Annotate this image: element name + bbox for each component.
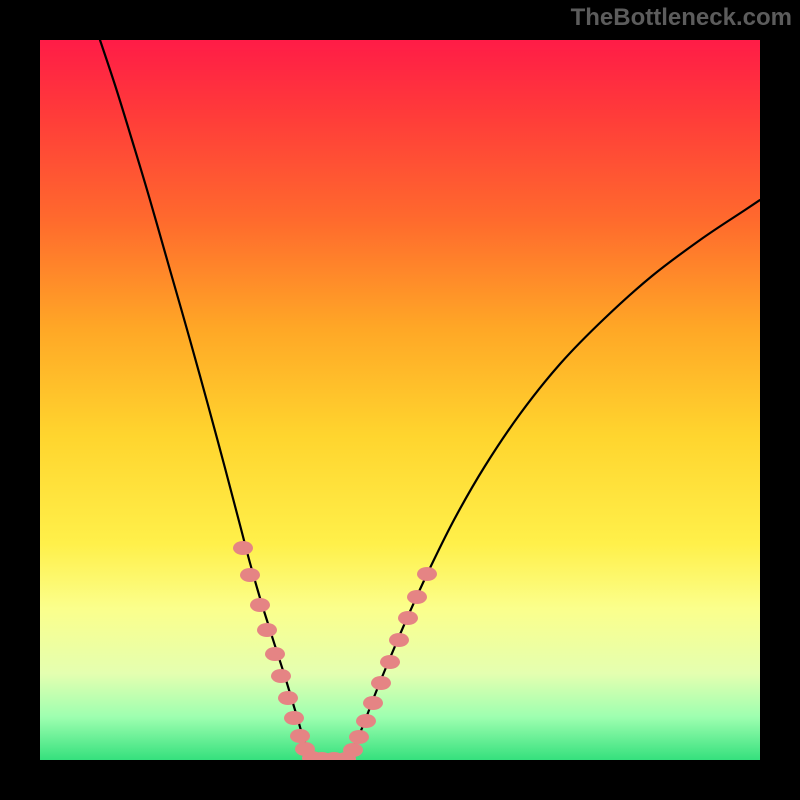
- data-marker: [240, 568, 260, 582]
- data-marker: [407, 590, 427, 604]
- data-marker: [389, 633, 409, 647]
- plot-area: [40, 40, 760, 760]
- curve-right-branch: [348, 200, 760, 760]
- data-marker: [233, 541, 253, 555]
- data-marker: [271, 669, 291, 683]
- watermark-label: TheBottleneck.com: [571, 4, 792, 32]
- data-marker: [290, 729, 310, 743]
- data-marker: [417, 567, 437, 581]
- curve-layer: [40, 40, 760, 760]
- data-marker: [356, 714, 376, 728]
- data-marker: [349, 730, 369, 744]
- data-marker: [371, 676, 391, 690]
- data-marker: [398, 611, 418, 625]
- data-marker: [250, 598, 270, 612]
- data-marker: [343, 743, 363, 757]
- data-marker: [284, 711, 304, 725]
- data-marker: [265, 647, 285, 661]
- data-marker: [257, 623, 277, 637]
- data-marker: [363, 696, 383, 710]
- data-marker: [380, 655, 400, 669]
- data-marker: [278, 691, 298, 705]
